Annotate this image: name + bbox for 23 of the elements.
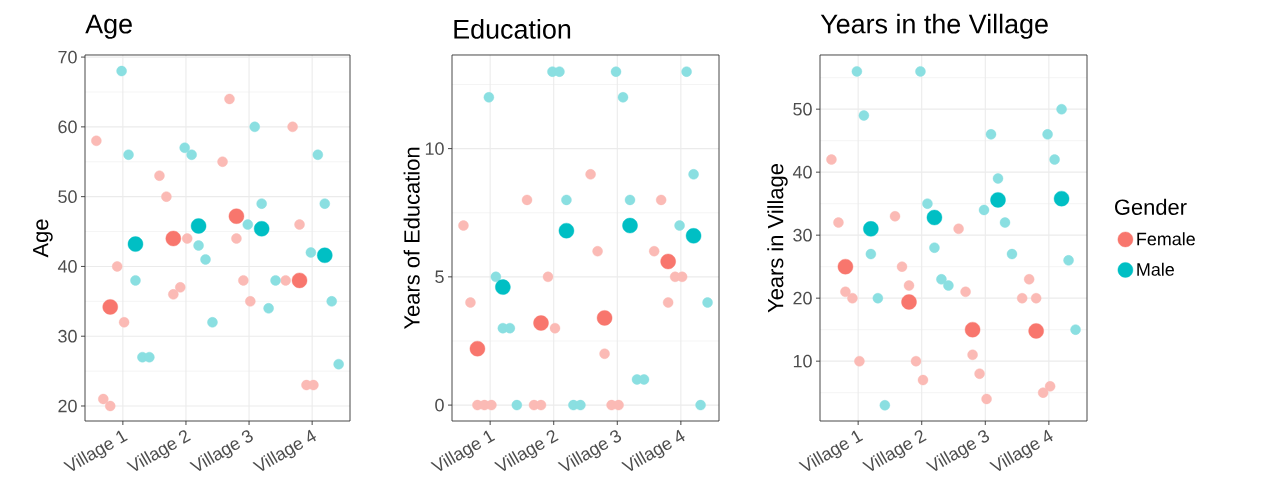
y-tick-label: 40 — [57, 260, 77, 273]
y-tick-label: 5 — [435, 270, 444, 284]
legend-label: Female — [1137, 232, 1195, 246]
chart-title: Education — [454, 19, 571, 39]
y-tick-label: 50 — [793, 102, 812, 116]
y-tick-label: 70 — [58, 50, 77, 64]
y-tick-label: 10 — [425, 142, 444, 155]
legend-title: Gender — [1115, 198, 1187, 215]
y-axis-title: Years of Education — [403, 147, 420, 330]
y-axis-title: Years in Village — [767, 164, 788, 313]
y-tick-label: 40 — [792, 165, 812, 179]
y-tick-label: 20 — [58, 399, 77, 413]
y-tick-label: 50 — [58, 190, 77, 203]
y-tick-label: 60 — [58, 120, 77, 134]
y-tick-label: 0 — [435, 398, 444, 412]
legend-label: Male — [1137, 262, 1174, 276]
y-axis-title: Age — [33, 219, 53, 258]
y-tick-label: 20 — [793, 291, 812, 305]
chart-title: Age — [85, 14, 132, 39]
y-tick-label: 30 — [793, 228, 812, 242]
y-tick-label: 30 — [58, 329, 77, 343]
y-tick-label: 10 — [793, 354, 812, 368]
chart-title: Years in the Village — [820, 13, 1048, 39]
